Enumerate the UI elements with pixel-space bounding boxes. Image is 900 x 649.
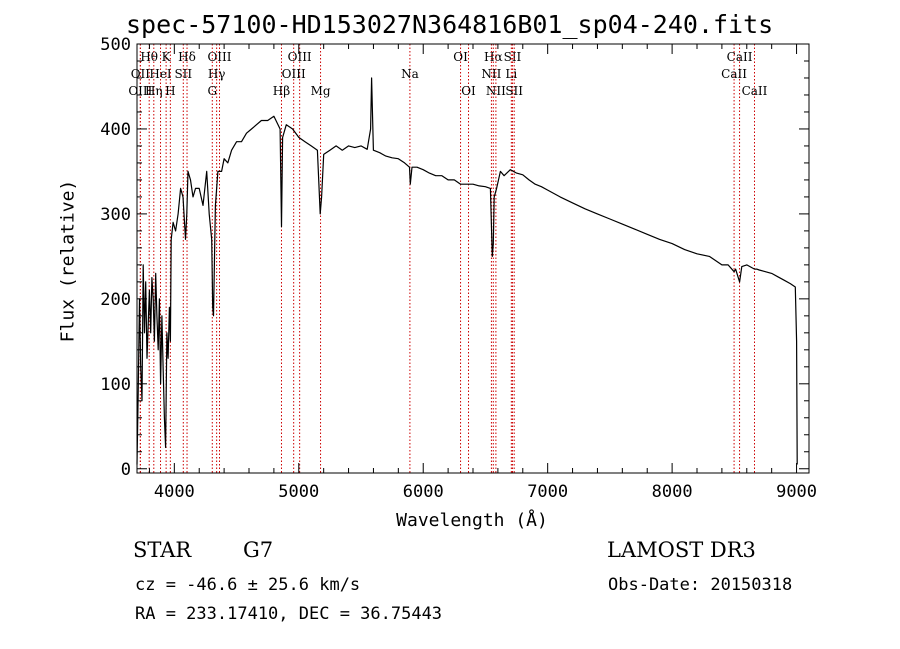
marker-label-Hθ: Hθ: [140, 50, 158, 64]
spectrum-line-group: [136, 77, 798, 465]
marker-label-NII: NII: [486, 84, 506, 98]
marker-label-SII: SII: [505, 84, 523, 98]
marker-label-Hδ: Hδ: [178, 50, 196, 64]
marker-label-CaII: CaII: [721, 67, 747, 81]
marker-label-CaII: CaII: [742, 84, 768, 98]
marker-label-OIII: OIII: [128, 84, 152, 98]
axis-ticks: 4000 5000 6000 7000 8000 9000 0 100 200 300 400 500: [100, 35, 817, 502]
y-tick-label: 300: [100, 205, 131, 225]
obs-date: Obs-Date: 20150318: [608, 575, 793, 595]
spectrum-line-0: [136, 77, 798, 465]
marker-label-Hβ: Hβ: [273, 84, 290, 98]
redshift-text: cz = -46.6 ± 25.6 km/s: [135, 575, 361, 595]
marker-label-CaII: CaII: [727, 50, 753, 64]
marker-label-Hα: Hα: [484, 50, 503, 64]
marker-label-Mg: Mg: [311, 84, 331, 98]
y-tick-label: 500: [100, 35, 131, 55]
marker-label-OI: OI: [461, 84, 476, 98]
y-tick-label: 200: [100, 290, 131, 310]
marker-label-SII: SII: [504, 50, 522, 64]
marker-label-G: G: [207, 84, 217, 98]
marker-label-K: K: [162, 50, 172, 64]
coordinates: RA = 233.17410, DEC = 36.75443: [135, 604, 443, 624]
y-axis-label: Flux (relative): [57, 179, 79, 343]
marker-label-OI: OI: [453, 50, 468, 64]
marker-label-OIII: OIII: [288, 50, 312, 64]
x-axis-label: Wavelength (Å): [396, 510, 548, 531]
object-class: STAR: [133, 538, 192, 562]
x-tick-label: 4000: [154, 482, 195, 502]
x-tick-label: 5000: [278, 482, 319, 502]
y-tick-label: 400: [100, 120, 131, 140]
marker-label-OIII: OIII: [207, 50, 231, 64]
x-tick-label: 9000: [776, 482, 817, 502]
marker-label-SII: SII: [174, 67, 192, 81]
marker-label-Hγ: Hγ: [208, 67, 226, 81]
marker-label-Na: Na: [401, 67, 419, 81]
line-markers: Hθ OII OIII HeI Hη K H SII Hδ OIII Hγ G OIII OIII Hβ Mg…: [128, 44, 768, 473]
marker-label-Hη: Hη: [145, 84, 163, 98]
chart-title: spec-57100-HD153027N364816B01_sp04-240.f…: [126, 10, 774, 39]
object-subclass: G7: [243, 538, 274, 562]
marker-label-OIII: OIII: [282, 67, 306, 81]
x-tick-label: 7000: [527, 482, 568, 502]
marker-label-H: H: [165, 84, 175, 98]
survey-name: LAMOST DR3: [607, 538, 756, 562]
marker-label-NII: NII: [481, 67, 501, 81]
x-tick-label: 6000: [403, 482, 444, 502]
marker-label-Li: Li: [505, 67, 517, 81]
y-tick-label: 100: [100, 375, 131, 395]
y-tick-label: 0: [121, 460, 131, 480]
x-tick-label: 8000: [652, 482, 693, 502]
marker-label-OII: OII: [131, 67, 151, 81]
marker-label-HeI: HeI: [149, 67, 172, 81]
plot-frame: [136, 43, 810, 474]
